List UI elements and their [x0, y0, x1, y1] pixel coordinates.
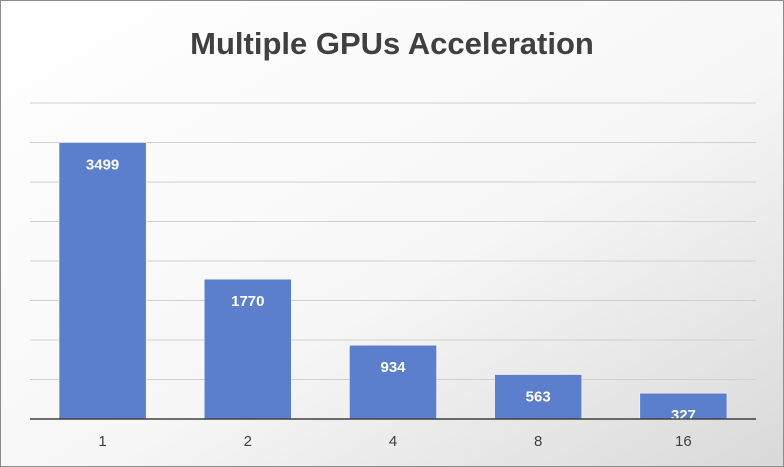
x-tick-label: 16 [675, 433, 692, 450]
bar [349, 344, 437, 420]
data-label: 934 [380, 359, 406, 376]
chart-title: Multiple GPUs Acceleration [190, 26, 594, 61]
x-tick-label: 8 [534, 433, 542, 450]
data-label: 327 [671, 407, 696, 424]
data-label: 3499 [86, 157, 119, 174]
x-tick-label: 2 [244, 433, 252, 450]
bar [203, 278, 292, 420]
data-label: 1770 [231, 293, 264, 310]
x-tick-label: 4 [389, 433, 397, 450]
bar [58, 142, 147, 420]
data-label: 563 [526, 388, 551, 405]
x-tick-label: 1 [98, 433, 106, 450]
